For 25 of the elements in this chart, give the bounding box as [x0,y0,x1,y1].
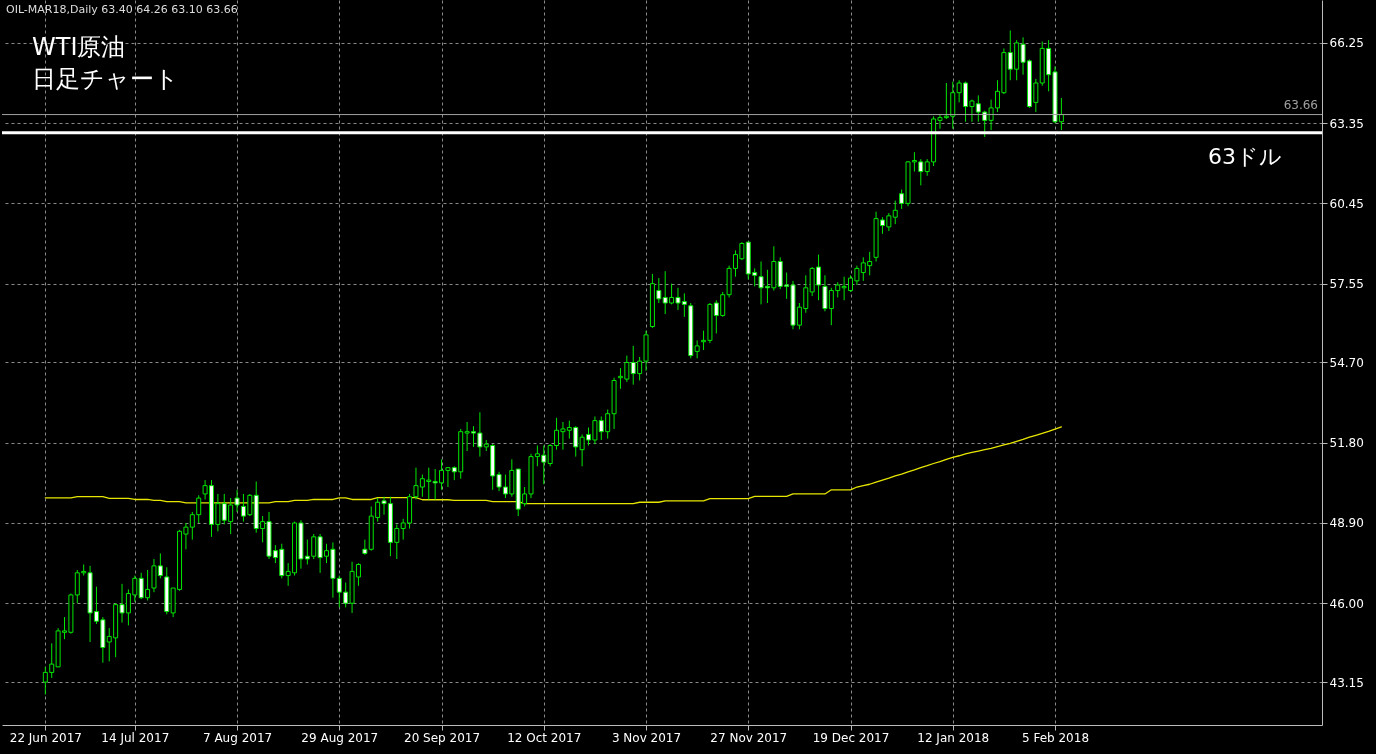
y-tick-label: 57.55 [1329,277,1364,292]
x-tick-label: 12 Oct 2017 [507,730,582,745]
y-tick-label: 66.25 [1329,36,1364,51]
x-tick-label: 29 Aug 2017 [301,730,379,745]
ref-line-label: 63ドル [1208,143,1282,169]
y-tick-label: 54.70 [1329,356,1364,370]
text: WTI原油 [32,33,126,61]
x-tick-label: 7 Aug 2017 [202,730,273,745]
annotation: OIL-MAR18,Daily 63.40 64.26 63.10 63.66 [6,3,238,16]
y-tick-label: 51.80 [1329,436,1364,451]
y-tick-label: 43.15 [1329,675,1364,690]
x-tick-label: 20 Sep 2017 [404,730,481,745]
y-tick-label: 48.90 [1329,516,1364,531]
y-tick-label: 63.35 [1329,116,1364,131]
text: 日足チャート [32,65,179,93]
ref-line-label: 63.66 [1283,97,1318,112]
x-tick-label: 22 Jun 2017 [9,730,82,745]
x-tick-label: 19 Dec 2017 [812,730,890,745]
x-tick-label: 14 Jul 2017 [101,730,170,745]
x-tick-label: 5 Feb 2018 [1021,730,1090,745]
x-tick-label: 3 Nov 2017 [611,730,682,745]
y-tick-label: 46.00 [1329,596,1364,611]
y-tick-label: 60.45 [1329,196,1364,211]
x-tick-label: 12 Jan 2018 [917,730,990,745]
x-tick-label: 27 Nov 2017 [710,730,788,745]
